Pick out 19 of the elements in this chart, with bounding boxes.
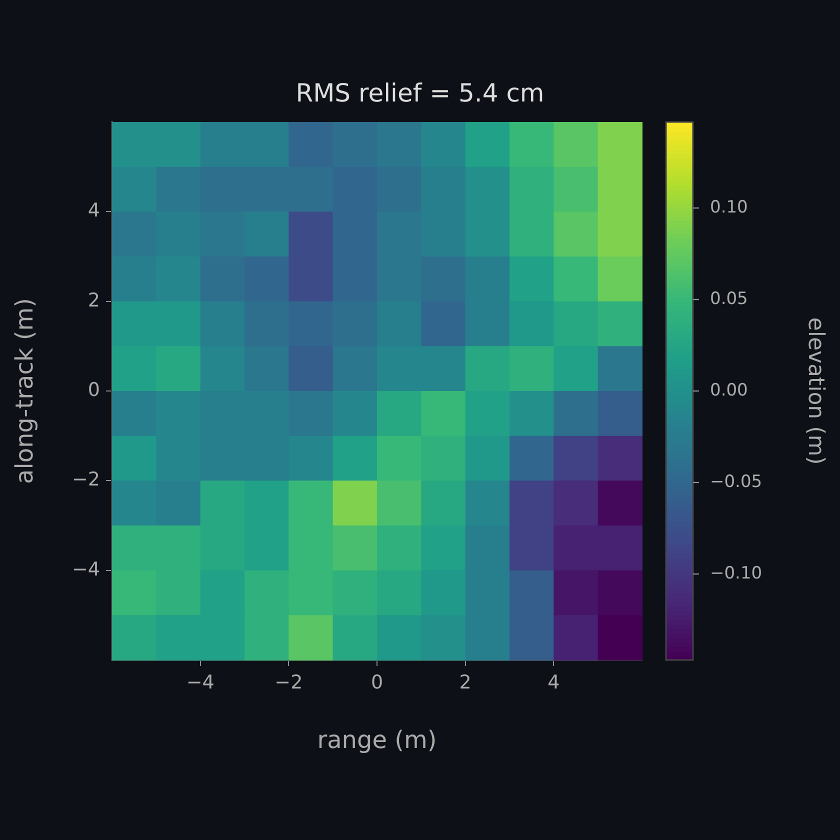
y-tick-label: −4: [72, 558, 100, 580]
color-bar-label: 0.05: [710, 288, 748, 309]
x-tick-label: −4: [186, 671, 214, 694]
y-axis-title: along-track (m): [10, 298, 39, 484]
x-tick-label: 2: [459, 671, 472, 694]
x-tick-label: −2: [274, 671, 303, 694]
color-bar-label: 0.10: [710, 197, 748, 218]
color-bar-label: −0.05: [710, 472, 762, 492]
chart-title: RMS relief = 5.4 cm: [296, 78, 544, 108]
y-tick-label: 0: [88, 378, 100, 401]
y-tick-label: 4: [88, 200, 100, 222]
color-bar-title: elevation (m): [803, 317, 828, 465]
x-axis-title: range (m): [317, 726, 437, 754]
color-bar-label: 0.00: [710, 380, 748, 400]
y-tick-label: −2: [72, 468, 100, 491]
y-tick-label: 2: [88, 289, 100, 312]
color-bar-label: −0.10: [710, 563, 762, 584]
x-tick-label: 4: [548, 671, 560, 694]
x-tick-label: 0: [370, 671, 384, 694]
